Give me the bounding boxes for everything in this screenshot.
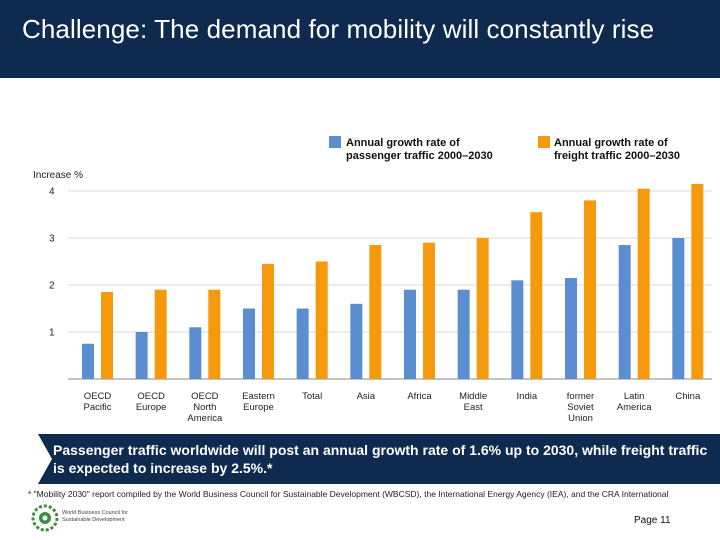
bar-passenger-1 xyxy=(135,332,148,379)
bar-passenger-3 xyxy=(243,308,255,379)
x-category-label: Eastern Europe xyxy=(242,391,275,413)
bar-passenger-5 xyxy=(350,303,363,379)
y-tick-label: 1 xyxy=(49,328,55,339)
bar-passenger-10 xyxy=(618,245,631,379)
x-category-label: OECD Pacific xyxy=(83,391,112,413)
bar-freight-9 xyxy=(584,200,596,379)
bar-freight-6 xyxy=(423,242,435,379)
bar-freight-5 xyxy=(369,245,382,379)
bar-passenger-2 xyxy=(189,327,202,379)
x-category-label: India xyxy=(516,391,538,402)
y-tick-label: 3 xyxy=(49,234,55,245)
x-category-label: Latin America xyxy=(616,391,652,413)
x-category-label: China xyxy=(675,391,701,402)
summary-text: Passenger traffic worldwide will post an… xyxy=(53,442,708,476)
page-number: Page 11 xyxy=(634,515,671,526)
legend-label-passenger: Annual growth rate of passenger traffic … xyxy=(346,137,493,163)
legend-freight-line-2: freight traffic 2000–2030 xyxy=(554,150,680,162)
x-category-label: former Soviet Union xyxy=(566,391,595,424)
slide-title: Challenge: The demand for mobility will … xyxy=(22,14,655,44)
bar-freight-3 xyxy=(262,263,274,379)
legend-passenger-line-1: Annual growth rate of xyxy=(346,137,460,149)
bar-chart: 1 2 3 4 xyxy=(49,183,712,380)
x-category-label: Africa xyxy=(407,391,432,402)
x-category-label: OECD North America xyxy=(187,391,223,424)
x-category-label: OECD Europe xyxy=(135,391,167,413)
bar-passenger-4 xyxy=(296,308,309,379)
bar-passenger-9 xyxy=(565,277,577,379)
legend-label-freight: Annual growth rate of freight traffic 20… xyxy=(554,137,680,163)
bar-passenger-6 xyxy=(404,289,416,379)
x-category-label: Asia xyxy=(356,391,376,402)
logo-text: World Business Council for Sustainable D… xyxy=(62,510,128,523)
x-category-label: Total xyxy=(302,391,323,402)
x-category-label: Middle East xyxy=(459,391,488,413)
summary-banner xyxy=(38,434,720,484)
title-bar: Challenge: The demand for mobility will … xyxy=(0,0,720,78)
wbcsd-logo-icon xyxy=(31,504,59,532)
y-axis-label: Increase % xyxy=(33,170,84,181)
bar-passenger-0 xyxy=(82,343,94,379)
bar-freight-10 xyxy=(637,188,650,379)
bar-freight-4 xyxy=(315,261,328,379)
bar-freight-11 xyxy=(691,183,704,379)
legend-freight-line-1: Annual growth rate of xyxy=(554,137,668,149)
bar-passenger-8 xyxy=(511,280,524,379)
y-tick-label: 4 xyxy=(49,187,55,198)
bar-passenger-7 xyxy=(457,289,470,379)
bar-passenger-11 xyxy=(672,238,685,379)
legend-passenger-line-2: passenger traffic 2000–2030 xyxy=(346,150,493,162)
bar-freight-8 xyxy=(530,212,543,379)
bar-freight-7 xyxy=(476,238,489,379)
y-tick-label: 2 xyxy=(49,281,55,292)
bar-freight-0 xyxy=(101,292,113,379)
bar-freight-1 xyxy=(154,289,167,379)
bar-freight-2 xyxy=(208,289,221,379)
summary-arrow-icon xyxy=(38,434,52,484)
legend-swatch-passenger xyxy=(329,136,341,148)
legend-swatch-freight xyxy=(538,136,550,148)
footnote: * "Mobility 2030" report compiled by the… xyxy=(28,489,669,499)
